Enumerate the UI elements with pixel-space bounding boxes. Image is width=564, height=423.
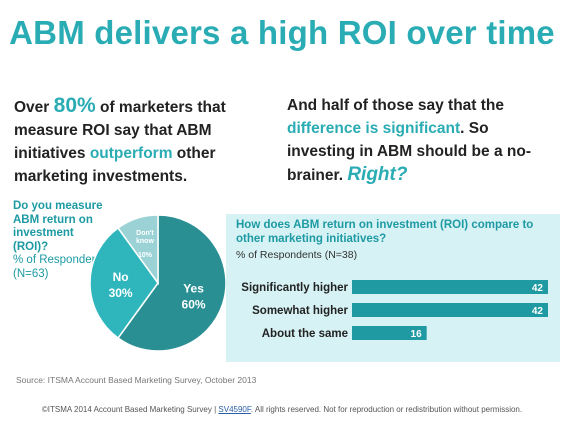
right-paragraph: And half of those say that the differenc…	[287, 94, 557, 187]
left-text-3: other marketing investments.	[14, 145, 216, 185]
pie-label-no: No	[113, 270, 129, 284]
pie-slice-yes	[116, 214, 227, 352]
bar-category-significantly-higher: Significantly higher	[241, 282, 348, 294]
highlight-outperform: outperform	[89, 145, 173, 162]
highlight-percentage: 80%	[53, 94, 96, 117]
bar-about-the-same	[352, 326, 427, 340]
footer-text-1: ©ITSMA 2014 Account Based Marketing Surv…	[41, 405, 219, 414]
bar-significantly-higher	[352, 280, 548, 294]
source-note: Source: ITSMA Account Based Marketing Su…	[16, 375, 257, 385]
bar-question-sub: % of Respondents (N=38)	[236, 249, 358, 261]
bar-value-about-the-same: 16	[411, 329, 423, 340]
highlight-right: Right?	[347, 164, 408, 185]
pie-value-yes: 60%	[182, 298, 206, 312]
pie-slice-don-t-know	[116, 214, 159, 286]
left-text-1: Over	[14, 99, 54, 116]
pie-label-don-t-know: Don't know	[136, 230, 154, 245]
right-text-2: . So investing in ABM should be a no-bra…	[287, 120, 531, 184]
bar-chart: Significantly higher 42 Somewhat higher 42 A…	[241, 280, 548, 340]
left-text-2: of marketers that measure ROI say that A…	[14, 99, 226, 162]
pie-question-text: Do you measure ABM return on investment …	[13, 200, 103, 253]
pie-question-sub: % of Respondents (N=63)	[13, 254, 107, 280]
bar-category-somewhat-higher: Somewhat higher	[252, 305, 348, 317]
footer-text-2: . All rights reserved. Not for reproduct…	[250, 405, 523, 414]
left-paragraph: Over 80% of marketers that measure ROI s…	[14, 94, 264, 188]
pie-value-no: 30%	[109, 286, 133, 300]
footer-link[interactable]: SV4590F	[218, 405, 251, 414]
bar-question: How does ABM return on investment (ROI) …	[236, 219, 534, 245]
bar-somewhat-higher	[352, 303, 548, 317]
pie-slice-no	[89, 226, 159, 340]
pie-question: Do you measure ABM return on investment …	[13, 200, 108, 281]
page-title: ABM delivers a high ROI over time	[9, 14, 555, 51]
bar-value-somewhat-higher: 42	[532, 306, 544, 317]
bar-value-significantly-higher: 42	[532, 283, 544, 294]
bar-category-about-the-same: About the same	[262, 328, 348, 340]
pie-chart: Yes 60% No 30% Don't know 10%	[89, 214, 227, 352]
right-text-1: And half of those say that the	[287, 97, 505, 114]
pie-value-don-t-know: 10%	[138, 252, 153, 259]
footer: ©ITSMA 2014 Account Based Marketing Surv…	[0, 405, 564, 414]
highlight-difference: difference is significant	[287, 120, 461, 137]
pie-label-yes: Yes	[183, 282, 204, 296]
